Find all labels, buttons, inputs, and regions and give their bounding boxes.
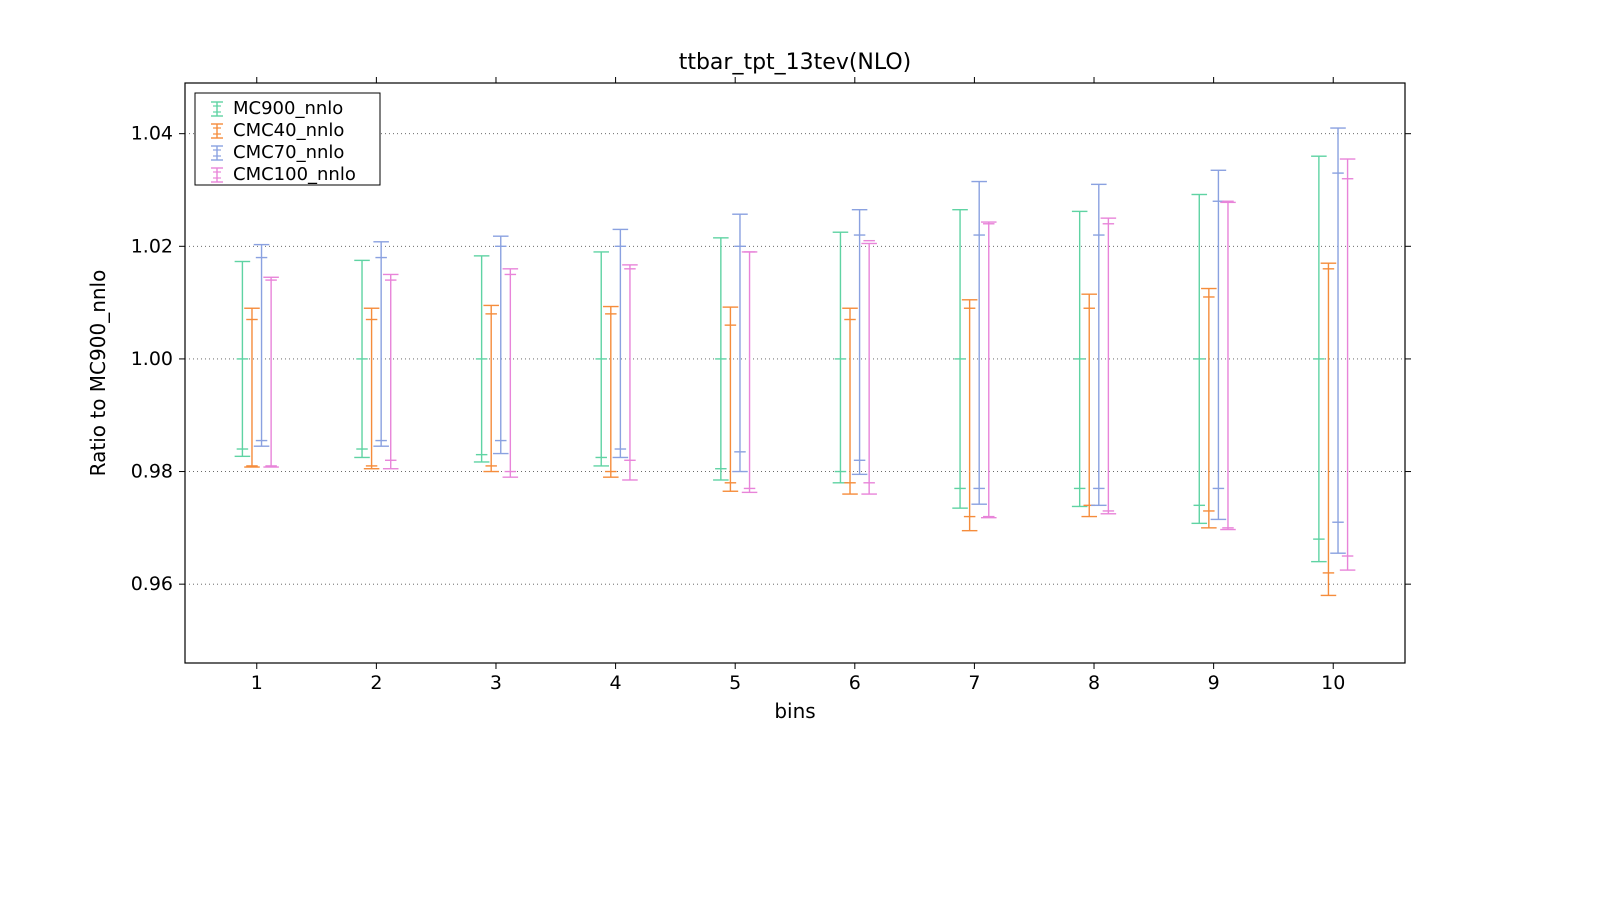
chart-svg: 0.96 0.98 1.00 1.02 1.04 1 2 3 4 5 6 7 8 9 10 bins Ratio… bbox=[0, 0, 1600, 900]
ytick-label: 1.04 bbox=[131, 123, 173, 145]
ytick-label: 1.00 bbox=[131, 348, 173, 370]
xtick-label: 3 bbox=[490, 672, 502, 694]
xtick-label: 6 bbox=[849, 672, 861, 694]
ytick-label: 1.02 bbox=[131, 235, 173, 257]
xtick-label: 5 bbox=[729, 672, 741, 694]
legend-label: CMC70_nnlo bbox=[233, 142, 344, 163]
ytick-label: 0.96 bbox=[131, 573, 173, 595]
xtick-label: 7 bbox=[968, 672, 980, 694]
legend-label: CMC40_nnlo bbox=[233, 120, 344, 141]
x-axis-label: bins bbox=[774, 699, 815, 723]
xtick-label: 4 bbox=[610, 672, 622, 694]
y-axis-label: Ratio to MC900_nnlo bbox=[86, 270, 110, 477]
xtick-label: 1 bbox=[251, 672, 263, 694]
xtick-label: 9 bbox=[1208, 672, 1220, 694]
xtick-label: 2 bbox=[370, 672, 382, 694]
ytick-label: 0.98 bbox=[131, 461, 173, 483]
chart-container: 0.96 0.98 1.00 1.02 1.04 1 2 3 4 5 6 7 8 9 10 bins Ratio… bbox=[0, 0, 1600, 900]
legend-label: CMC100_nnlo bbox=[233, 164, 356, 185]
legend-label: MC900_nnlo bbox=[233, 98, 343, 119]
xtick-label: 10 bbox=[1321, 672, 1345, 694]
chart-title: ttbar_tpt_13tev(NLO) bbox=[679, 50, 912, 75]
xtick-label: 8 bbox=[1088, 672, 1100, 694]
